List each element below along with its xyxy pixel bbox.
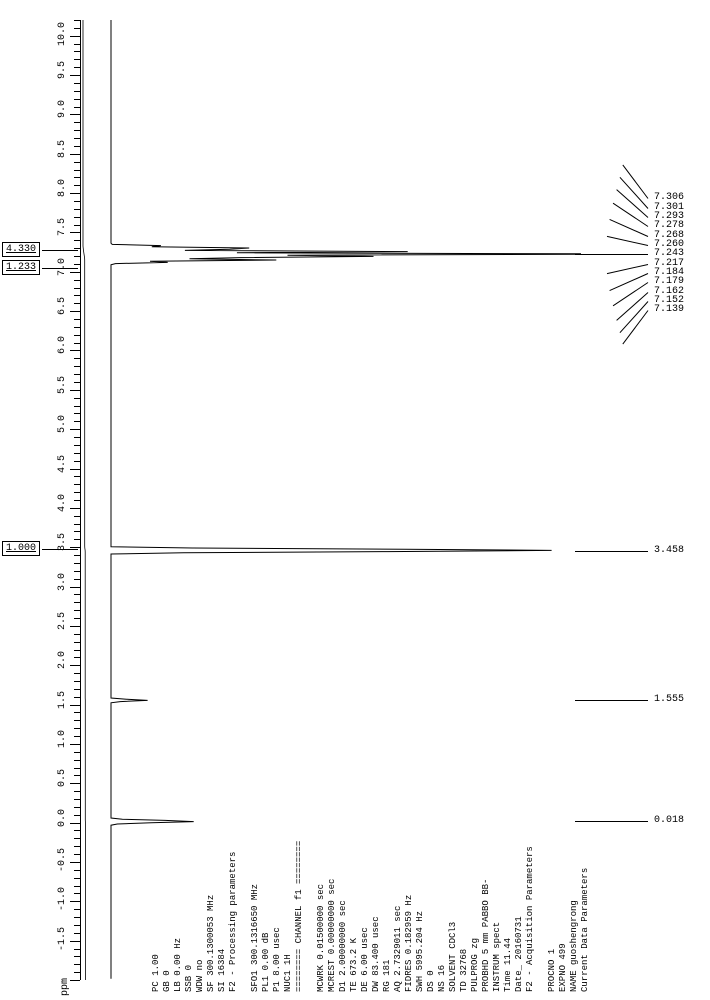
axis-tick: [70, 626, 80, 627]
param-line: EXPNO 499: [559, 732, 568, 992]
nmr-spectrum-page: { "axis": { "unit": "ppm", "min": -2.0, …: [0, 0, 710, 1000]
axis-tick: [70, 980, 80, 981]
axis-tick: [70, 862, 80, 863]
axis-tick-label: 7.5: [57, 218, 68, 236]
param-line: Date_ 20160731: [515, 732, 524, 992]
param-line: ======== CHANNEL f1 ========: [295, 732, 304, 992]
param-line: RG 181: [383, 732, 392, 992]
peak-ppm-label: 7.139: [654, 304, 684, 315]
axis-tick: [70, 311, 80, 312]
axis-tick: [70, 941, 80, 942]
param-line: FIDRES 0.182959 Hz: [405, 732, 414, 992]
param-line: SOLVENT CDCl3: [449, 732, 458, 992]
axis-tick-label: 9.0: [57, 100, 68, 118]
axis-tick: [70, 114, 80, 115]
param-line: Time 11.44: [504, 732, 513, 992]
param-line: NS 16: [438, 732, 447, 992]
axis-tick: [70, 75, 80, 76]
param-line: AQ 2.7329011 sec: [394, 732, 403, 992]
param-line: PROBHD 5 mm PABBO BB-: [482, 732, 491, 992]
axis-tick-label: 7.0: [57, 258, 68, 276]
axis-tick: [70, 744, 80, 745]
axis-tick: [70, 232, 80, 233]
axis-tick-label: -1.0: [57, 887, 68, 911]
axis-tick-label: 8.0: [57, 179, 68, 197]
axis-tick: [70, 587, 80, 588]
axis-tick-label: 1.0: [57, 730, 68, 748]
param-line: PROCNO 1: [548, 732, 557, 992]
param-line: DW 83.400 usec: [372, 732, 381, 992]
param-line: LB 0.00 Hz: [174, 732, 183, 992]
integral-value: 1.233: [2, 260, 40, 275]
param-line: SFO1 300.1316650 MHz: [251, 732, 260, 992]
axis-tick: [70, 350, 80, 351]
axis-tick-label: 0.5: [57, 769, 68, 787]
param-line: TD 32768: [460, 732, 469, 992]
param-line: SI 16384: [218, 732, 227, 992]
param-line: WDW no: [196, 732, 205, 992]
x-axis: -1.5-1.0-0.50.00.51.01.52.02.53.03.54.04…: [52, 20, 80, 980]
param-line: SF 300.1300053 MHz: [207, 732, 216, 992]
peak-ppm-label: 3.458: [654, 545, 684, 556]
axis-tick-label: -1.5: [57, 927, 68, 951]
param-line: MCREST 0.00000000 sec: [328, 732, 337, 992]
axis-tick-label: 8.5: [57, 140, 68, 158]
axis-tick-label: 1.5: [57, 691, 68, 709]
param-line: Current Data Parameters: [581, 732, 590, 992]
axis-tick-label: 9.5: [57, 61, 68, 79]
param-line: DS 0: [427, 732, 436, 992]
axis-tick-label: 4.5: [57, 455, 68, 473]
axis-tick: [70, 429, 80, 430]
param-line: P1 8.00 usec: [273, 732, 282, 992]
axis-tick: [70, 901, 80, 902]
integral-value: 4.330: [2, 242, 40, 257]
param-line: NUC1 1H: [284, 732, 293, 992]
axis-tick-label: 2.5: [57, 612, 68, 630]
param-line: SWH 5995.204 Hz: [416, 732, 425, 992]
axis-tick-label: 4.0: [57, 494, 68, 512]
axis-tick-label: 6.5: [57, 297, 68, 315]
axis-tick: [70, 665, 80, 666]
axis-tick: [70, 508, 80, 509]
param-line: PC 1.00: [152, 732, 161, 992]
param-line: D1 2.00000000 sec: [339, 732, 348, 992]
axis-tick-label: -0.5: [57, 848, 68, 872]
param-line: PULPROG zg: [471, 732, 480, 992]
param-line: INSTRUM spect: [493, 732, 502, 992]
axis-tick-label: 3.0: [57, 573, 68, 591]
axis-tick-label: 2.0: [57, 651, 68, 669]
axis-tick: [70, 154, 80, 155]
param-line: PL1 0.00 dB: [262, 732, 271, 992]
axis-tick-label: 5.5: [57, 376, 68, 394]
axis-tick: [70, 705, 80, 706]
param-line: GB 0: [163, 732, 172, 992]
peak-ppm-label: 0.018: [654, 815, 684, 826]
axis-unit-label: ppm: [60, 978, 71, 996]
axis-tick-label: 6.0: [57, 336, 68, 354]
axis-tick: [70, 469, 80, 470]
peak-ppm-label: 1.555: [654, 694, 684, 705]
param-line: SSB 0: [185, 732, 194, 992]
param-line: F2 - Acquisition Parameters: [526, 732, 535, 992]
param-line: F2 - Processing parameters: [229, 732, 238, 992]
axis-tick-label: 5.0: [57, 415, 68, 433]
axis-tick: [70, 193, 80, 194]
param-line: DE 6.00 usec: [361, 732, 370, 992]
axis-tick: [70, 390, 80, 391]
axis-tick-label: 10.0: [57, 22, 68, 46]
axis-tick: [70, 272, 80, 273]
axis-tick: [70, 783, 80, 784]
axis-tick-label: 0.0: [57, 809, 68, 827]
axis-tick: [70, 36, 80, 37]
param-line: NAME guoshengrong: [570, 732, 579, 992]
param-line: TE 673.2 K: [350, 732, 359, 992]
axis-tick: [70, 823, 80, 824]
param-line: MCWRK 0.01500000 sec: [317, 732, 326, 992]
integral-value: 1.000: [2, 541, 40, 556]
